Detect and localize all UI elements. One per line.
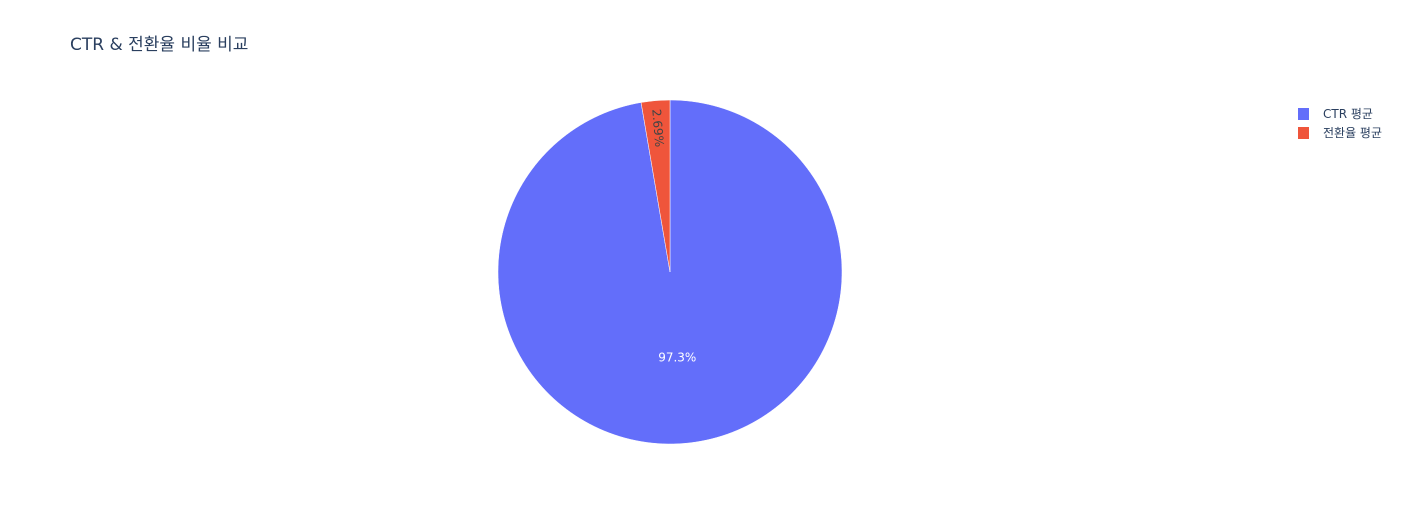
- legend-item-0[interactable]: CTR 평균: [1323, 107, 1373, 121]
- slice-label-0: 97.3%: [658, 351, 696, 365]
- pie-slice-1[interactable]: [640, 99, 671, 273]
- legend-item-1[interactable]: 전환율 평균: [1323, 126, 1382, 140]
- slice-label-1: 2.69%: [649, 108, 666, 147]
- chart-title: CTR & 전환율 비율 비교: [70, 35, 248, 55]
- legend-swatch-0[interactable]: [1298, 108, 1309, 120]
- legend-swatch-1[interactable]: [1298, 127, 1309, 139]
